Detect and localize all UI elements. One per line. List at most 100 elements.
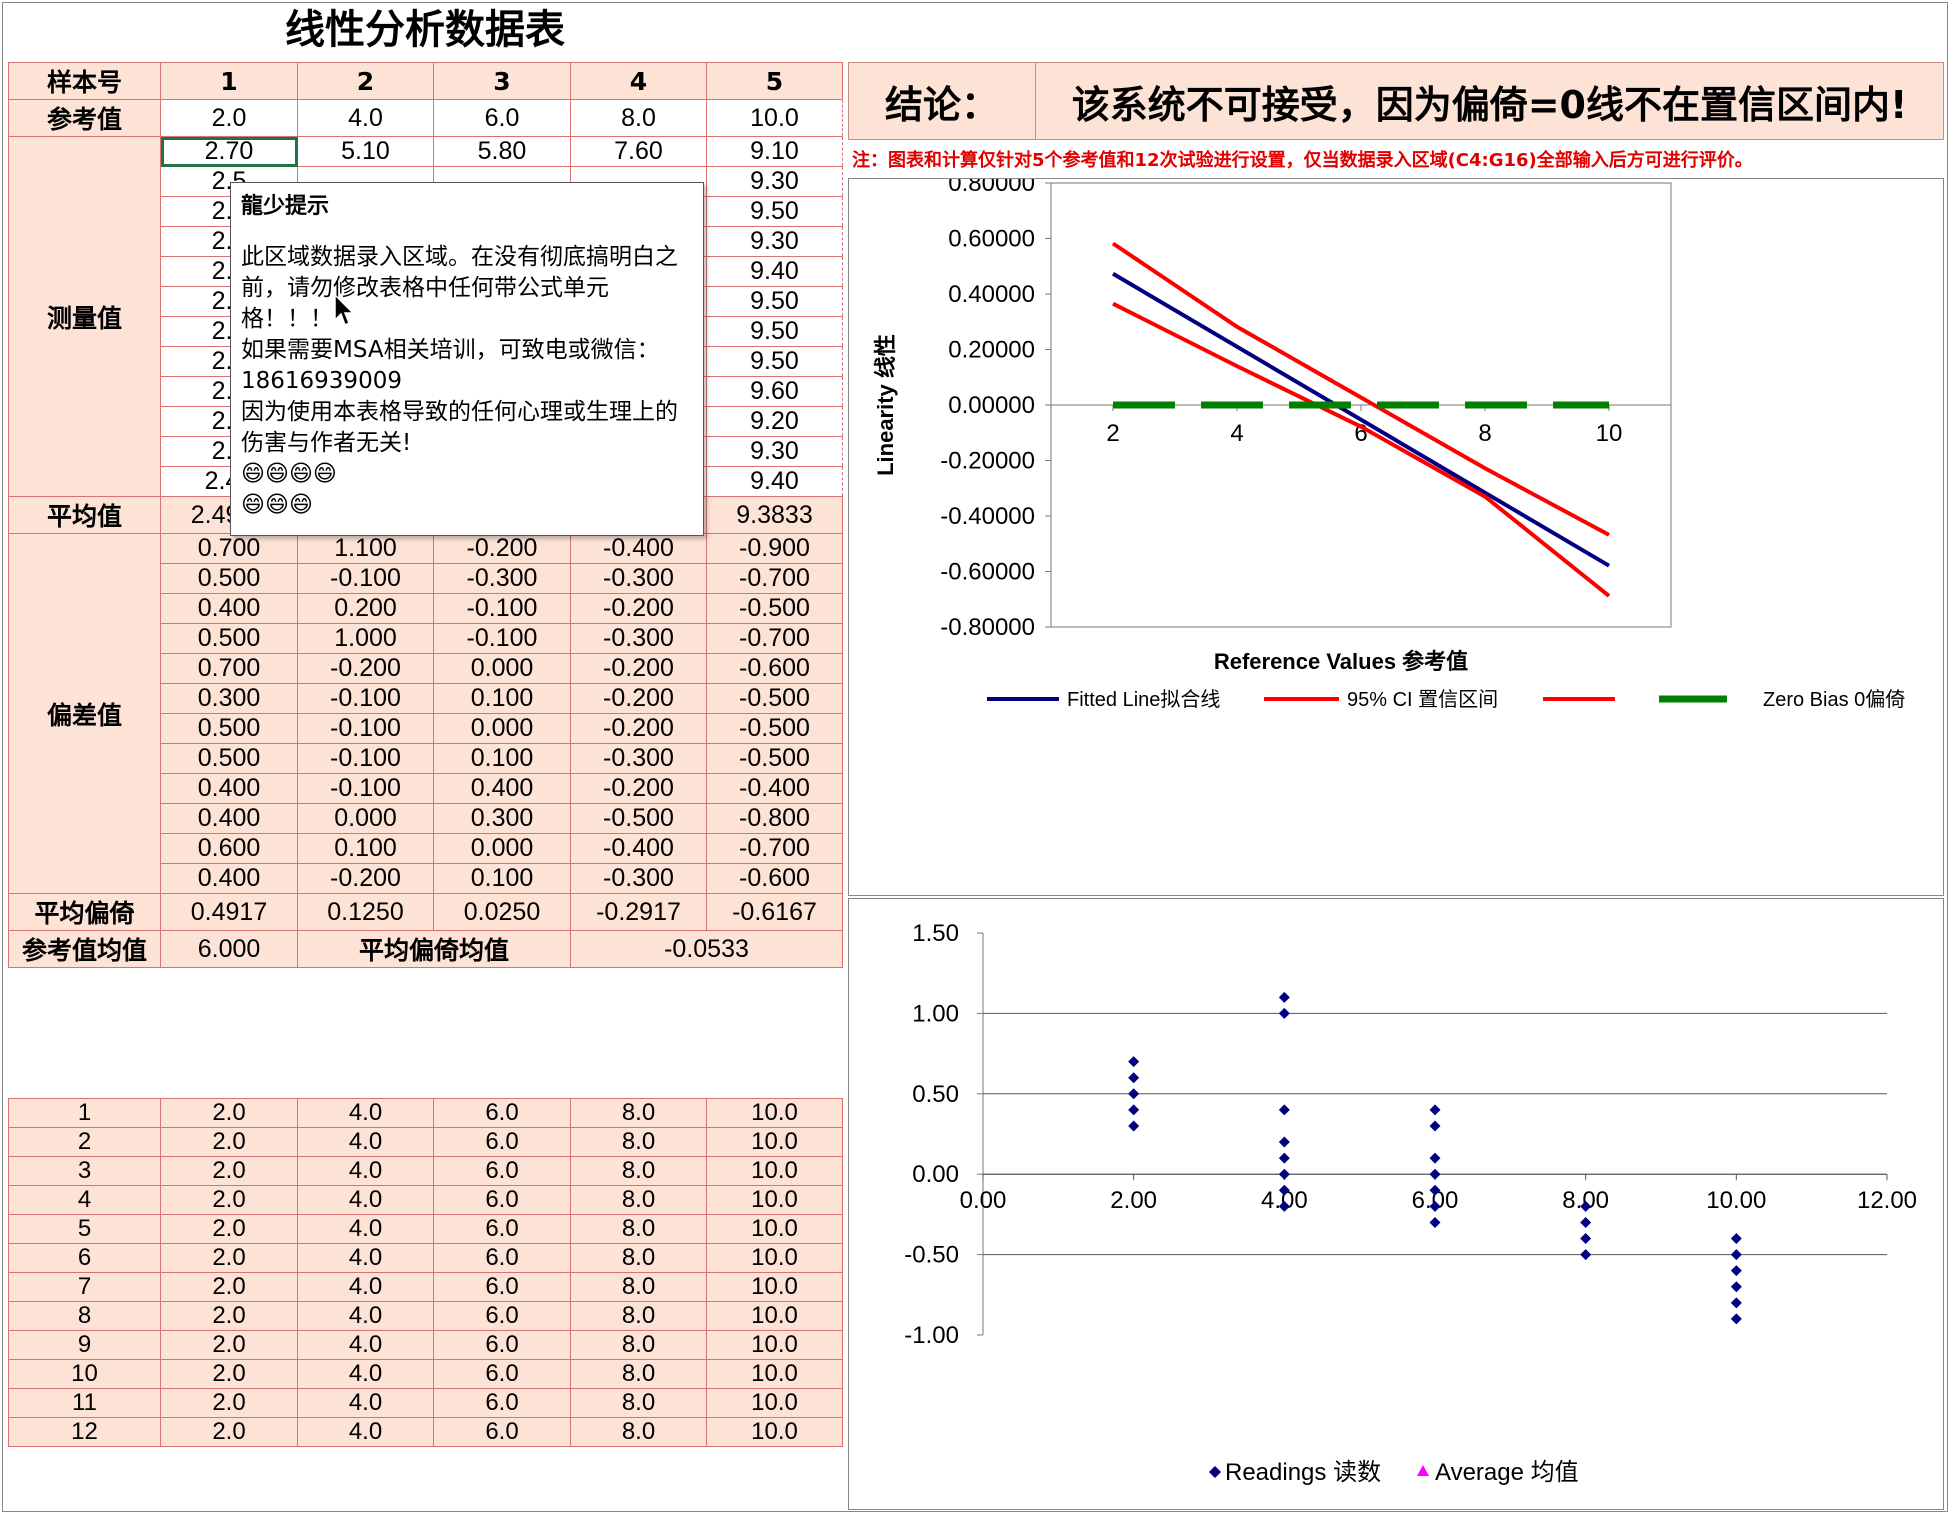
y-tick-label: 0.80000 (948, 179, 1035, 197)
reference-value[interactable]: 4.0 (297, 99, 434, 137)
reading-point (1429, 1184, 1441, 1196)
avg-bias-value: -0.6167 (706, 893, 843, 931)
reading-point (1278, 1184, 1290, 1196)
ref-table-row: 10 2.0 4.0 6.0 8.0 10.0 (8, 1359, 843, 1389)
measurement-cell[interactable]: 9.50 (706, 316, 843, 347)
ref-cell: 4.0 (297, 1388, 434, 1418)
ref-cell: 8.0 (570, 1098, 707, 1128)
measurement-cell[interactable]: 9.50 (706, 286, 843, 317)
reading-point (1429, 1104, 1441, 1116)
measurement-cell[interactable]: 9.30 (706, 166, 843, 197)
header-label: 样本号 (8, 62, 161, 100)
table-row: 0.400 0.000 0.300 -0.500 -0.800 (9, 803, 843, 834)
header-col-1: 1 (160, 62, 298, 100)
measurement-cell[interactable]: 9.40 (706, 256, 843, 287)
measurement-cell[interactable]: 9.50 (706, 196, 843, 227)
ref-mean-value: 6.000 (160, 930, 298, 968)
ref-cell: 2.0 (160, 1185, 298, 1215)
x-tick-label: 10 (1596, 420, 1623, 447)
ref-row-index: 1 (8, 1098, 161, 1128)
reading-point (1128, 1120, 1140, 1132)
table-row: 0.400 -0.100 0.400 -0.200 -0.400 (9, 773, 843, 804)
ref-cell: 10.0 (706, 1330, 843, 1360)
ref-cell: 2.0 (160, 1098, 298, 1128)
reference-value[interactable]: 10.0 (706, 99, 843, 137)
bias-cell: -0.900 (706, 533, 843, 564)
reading-point (1429, 1200, 1441, 1212)
measurement-cell[interactable]: 5.80 (433, 136, 571, 167)
mouse-cursor-icon (334, 294, 355, 327)
reference-value[interactable]: 8.0 (570, 99, 707, 137)
ref-cell: 6.0 (433, 1330, 571, 1360)
bias-cell: -0.400 (570, 833, 707, 864)
ref-cell: 4.0 (297, 1417, 434, 1447)
ref-cell: 4.0 (297, 1243, 434, 1273)
ref-cell: 10.0 (706, 1388, 843, 1418)
ref-cell: 2.0 (160, 1388, 298, 1418)
bias-cell: 0.600 (160, 833, 298, 864)
y-tick-label: 0.40000 (948, 281, 1035, 308)
measurement-cell[interactable]: 9.60 (706, 376, 843, 407)
bias-cell: 0.500 (160, 563, 298, 594)
bias-scatter-chart[interactable]: 1.50 1.00 0.50 0.00 -0.50 -1.00 0.00 2.00 4.00 6.… (848, 898, 1944, 1510)
reference-value[interactable]: 2.0 (160, 99, 298, 137)
reference-table: 1 2.0 4.0 6.0 8.0 10.0 2 2.0 4.0 6.0 8.0 10.0 3 2.0 4.… (8, 1098, 843, 1447)
legend-readings-label: Readings 读数 (1225, 1459, 1381, 1486)
avg-bias-value: -0.2917 (570, 893, 707, 931)
table-row: 0.300 -0.100 0.100 -0.200 -0.500 (9, 683, 843, 714)
ref-cell: 10.0 (706, 1272, 843, 1302)
header-col-3: 3 (433, 62, 571, 100)
bias-cell: 0.700 (160, 533, 298, 564)
table-row: 0.500 -0.100 0.000 -0.200 -0.500 (9, 713, 843, 744)
ref-cell: 10.0 (706, 1214, 843, 1244)
reading-point (1429, 1216, 1441, 1228)
ref-cell: 4.0 (297, 1098, 434, 1128)
measurement-cell[interactable]: 9.30 (706, 436, 843, 467)
legend-ci-label: 95% CI 置信区间 (1347, 688, 1498, 711)
ref-cell: 8.0 (570, 1243, 707, 1273)
avg-bias-mean-label: 平均偏倚均值 (297, 930, 571, 968)
measurement-cell[interactable]: 9.30 (706, 226, 843, 257)
table-row: 0.500 -0.100 -0.300 -0.300 -0.700 (9, 563, 843, 594)
measurement-cell[interactable]: 9.20 (706, 406, 843, 437)
ref-cell: 4.0 (297, 1359, 434, 1389)
ref-row-index: 12 (8, 1417, 161, 1447)
y-tick-label: -1.00 (904, 1322, 959, 1349)
bias-cell: 1.100 (297, 533, 434, 564)
bias-cell: 0.000 (433, 653, 571, 684)
bias-cell: 0.700 (160, 653, 298, 684)
measurement-cell[interactable]: 7.60 (570, 136, 707, 167)
ref-table-row: 4 2.0 4.0 6.0 8.0 10.0 (8, 1185, 843, 1215)
ref-cell: 10.0 (706, 1301, 843, 1331)
avg-bias-value: 0.0250 (433, 893, 571, 931)
mean-value: 9.3833 (706, 496, 843, 534)
ref-table-row: 8 2.0 4.0 6.0 8.0 10.0 (8, 1301, 843, 1331)
table-row: 0.400 -0.200 0.100 -0.300 -0.600 (9, 863, 843, 894)
measurement-cell[interactable]: 9.10 (706, 136, 843, 167)
bias-cell: 0.000 (433, 833, 571, 864)
measurement-cell[interactable]: 5.10 (297, 136, 434, 167)
table-row: 0.500 -0.100 0.100 -0.300 -0.500 (9, 743, 843, 774)
header-col-2: 2 (297, 62, 434, 100)
ref-cell: 8.0 (570, 1127, 707, 1157)
conclusion-box: 结论： 该系统不可接受，因为偏倚=0线不在置信区间内! (848, 62, 1944, 140)
measurement-cell[interactable]: 2.70 (160, 136, 298, 167)
bias-cell: -0.100 (297, 563, 434, 594)
bias-cell: 0.500 (160, 713, 298, 744)
reading-point (1278, 1152, 1290, 1164)
linearity-chart[interactable]: 0.80000 0.60000 0.40000 0.20000 0.00000 -0.20… (848, 170, 1944, 896)
bias-cell: -0.200 (297, 653, 434, 684)
measurement-cell[interactable]: 9.50 (706, 346, 843, 377)
ref-row-index: 10 (8, 1359, 161, 1389)
bias-cell: 0.300 (160, 683, 298, 714)
y-tick-label: -0.60000 (940, 559, 1035, 586)
ref-cell: 6.0 (433, 1214, 571, 1244)
bias-cell: -0.300 (570, 863, 707, 894)
bias-cell: -0.700 (706, 623, 843, 654)
header-col-4: 4 (570, 62, 707, 100)
reading-point (1128, 1088, 1140, 1100)
measurement-cell[interactable]: 9.40 (706, 466, 843, 497)
ref-cell: 6.0 (433, 1185, 571, 1215)
ref-cell: 4.0 (297, 1156, 434, 1186)
reference-value[interactable]: 6.0 (433, 99, 571, 137)
